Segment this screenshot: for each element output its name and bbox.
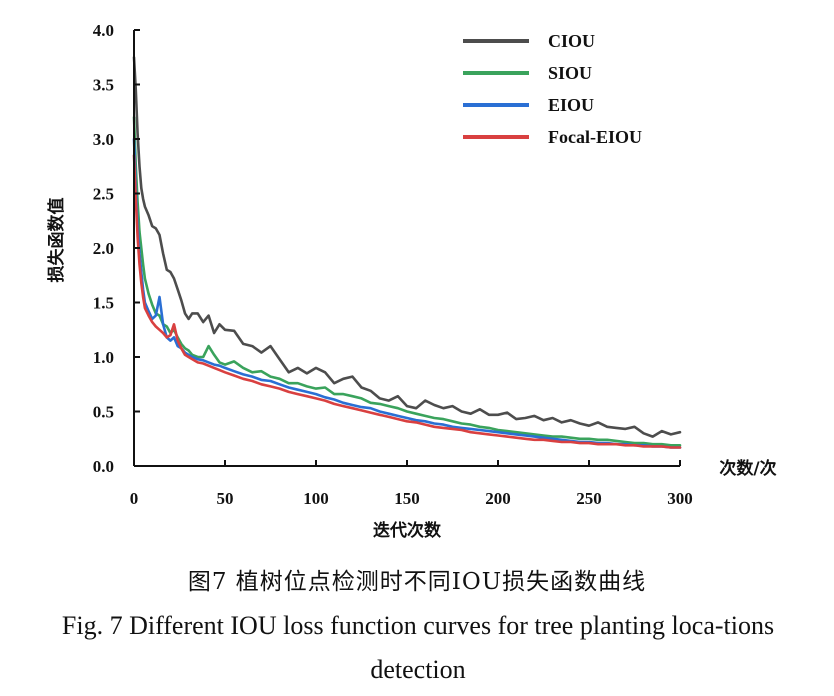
- legend: CIOU SIOU EIOU Focal-EIOU: [463, 31, 642, 147]
- x-tick-label: 200: [485, 489, 511, 508]
- y-tick-label: 2.5: [93, 185, 114, 204]
- x-axis-title: 迭代次数: [373, 520, 442, 541]
- legend-label-ciou: CIOU: [548, 31, 595, 51]
- y-axis-ticks: 0.0 0.5 1.0 1.5 2.0 2.5 3.0 3.5 4.0: [93, 21, 140, 476]
- series-line-focal-eiou: [132, 154, 682, 449]
- series-line-eiou: [132, 137, 682, 449]
- series-line-siou: [132, 115, 682, 447]
- series-line-ciou: [132, 55, 682, 438]
- y-tick-label: 0.0: [93, 457, 114, 476]
- series-lines: [132, 55, 682, 449]
- figure-caption-chinese: 图7 植树位点检测时不同IOU损失函数曲线: [187, 569, 647, 595]
- x-axis-ticks: 0 50 100 150 200 250 300: [130, 460, 693, 508]
- legend-label-eiou: EIOU: [548, 95, 594, 115]
- y-tick-label: 2.0: [93, 239, 114, 258]
- legend-label-focal-eiou: Focal-EIOU: [548, 127, 642, 147]
- legend-label-siou: SIOU: [548, 63, 592, 83]
- y-tick-label: 1.5: [93, 294, 114, 313]
- y-tick-label: 4.0: [93, 21, 114, 40]
- y-tick-label: 3.0: [93, 130, 114, 149]
- x-tick-label: 250: [576, 489, 602, 508]
- loss-curve-chart: 0 50 100 150 200 250 300 0.0 0.5 1.0 1.5 2.0 2.5 3.0…: [46, 21, 777, 541]
- x-tick-label: 150: [394, 489, 420, 508]
- y-tick-label: 0.5: [93, 403, 114, 422]
- figure-caption-english: Fig. 7 Different IOU loss function curve…: [61, 611, 775, 684]
- x-tick-label: 0: [130, 489, 139, 508]
- x-tick-label: 50: [217, 489, 234, 508]
- x-tick-label: 100: [303, 489, 329, 508]
- y-tick-label: 3.5: [93, 76, 114, 95]
- y-tick-label: 1.0: [93, 348, 114, 367]
- x-tick-label: 300: [667, 489, 693, 508]
- x-axis-unit-label: 次数/次: [719, 458, 776, 479]
- y-axis-title: 损失函数值: [46, 198, 67, 283]
